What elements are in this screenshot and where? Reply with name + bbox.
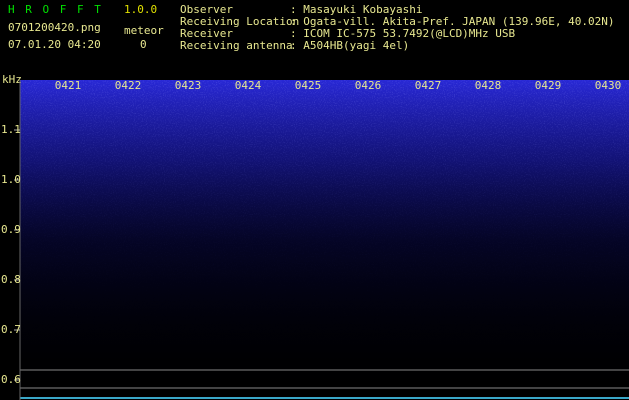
time-label: 0428 <box>475 79 502 92</box>
info-value: : A504HB(yagi 4el) <box>290 39 409 52</box>
app-version: 1.0.0 <box>124 3 157 16</box>
file-name: 0701200420.png <box>8 21 101 34</box>
meteor-label: meteor <box>124 24 164 37</box>
info-label: Observer <box>180 3 233 16</box>
y-tick-label: 1.1 <box>1 123 21 136</box>
time-label: 0424 <box>235 79 262 92</box>
spectrogram-noise <box>20 80 629 400</box>
time-label: 0427 <box>415 79 442 92</box>
meteor-count: 0 <box>140 38 147 51</box>
time-label: 0426 <box>355 79 382 92</box>
y-tick-label: 1.0 <box>1 173 21 186</box>
info-value: : Masayuki Kobayashi <box>290 3 422 16</box>
time-label: 0422 <box>115 79 142 92</box>
info-label: Receiving antenna <box>180 39 293 52</box>
info-value: : Ogata-vill. Akita-Pref. JAPAN (139.96E… <box>290 15 615 28</box>
info-value: : ICOM IC-575 53.7492(@LCD)MHz USB <box>290 27 516 40</box>
info-label: Receiver <box>180 27 233 40</box>
time-label: 0421 <box>55 79 82 92</box>
y-tick-label: 0.7 <box>1 323 21 336</box>
time-label: 0423 <box>175 79 202 92</box>
time-label: 0430 <box>595 79 622 92</box>
y-axis-label: kHz <box>2 73 22 86</box>
time-label: 0429 <box>535 79 562 92</box>
time-label: 0425 <box>295 79 322 92</box>
y-tick-label: 0.8 <box>1 273 21 286</box>
date-time: 07.01.20 04:20 <box>8 38 101 51</box>
y-tick-label: 0.6 <box>1 373 21 386</box>
app-name: H R O F F T <box>8 3 103 16</box>
info-label: Receiving Location <box>180 15 299 28</box>
y-tick-label: 0.9 <box>1 223 21 236</box>
